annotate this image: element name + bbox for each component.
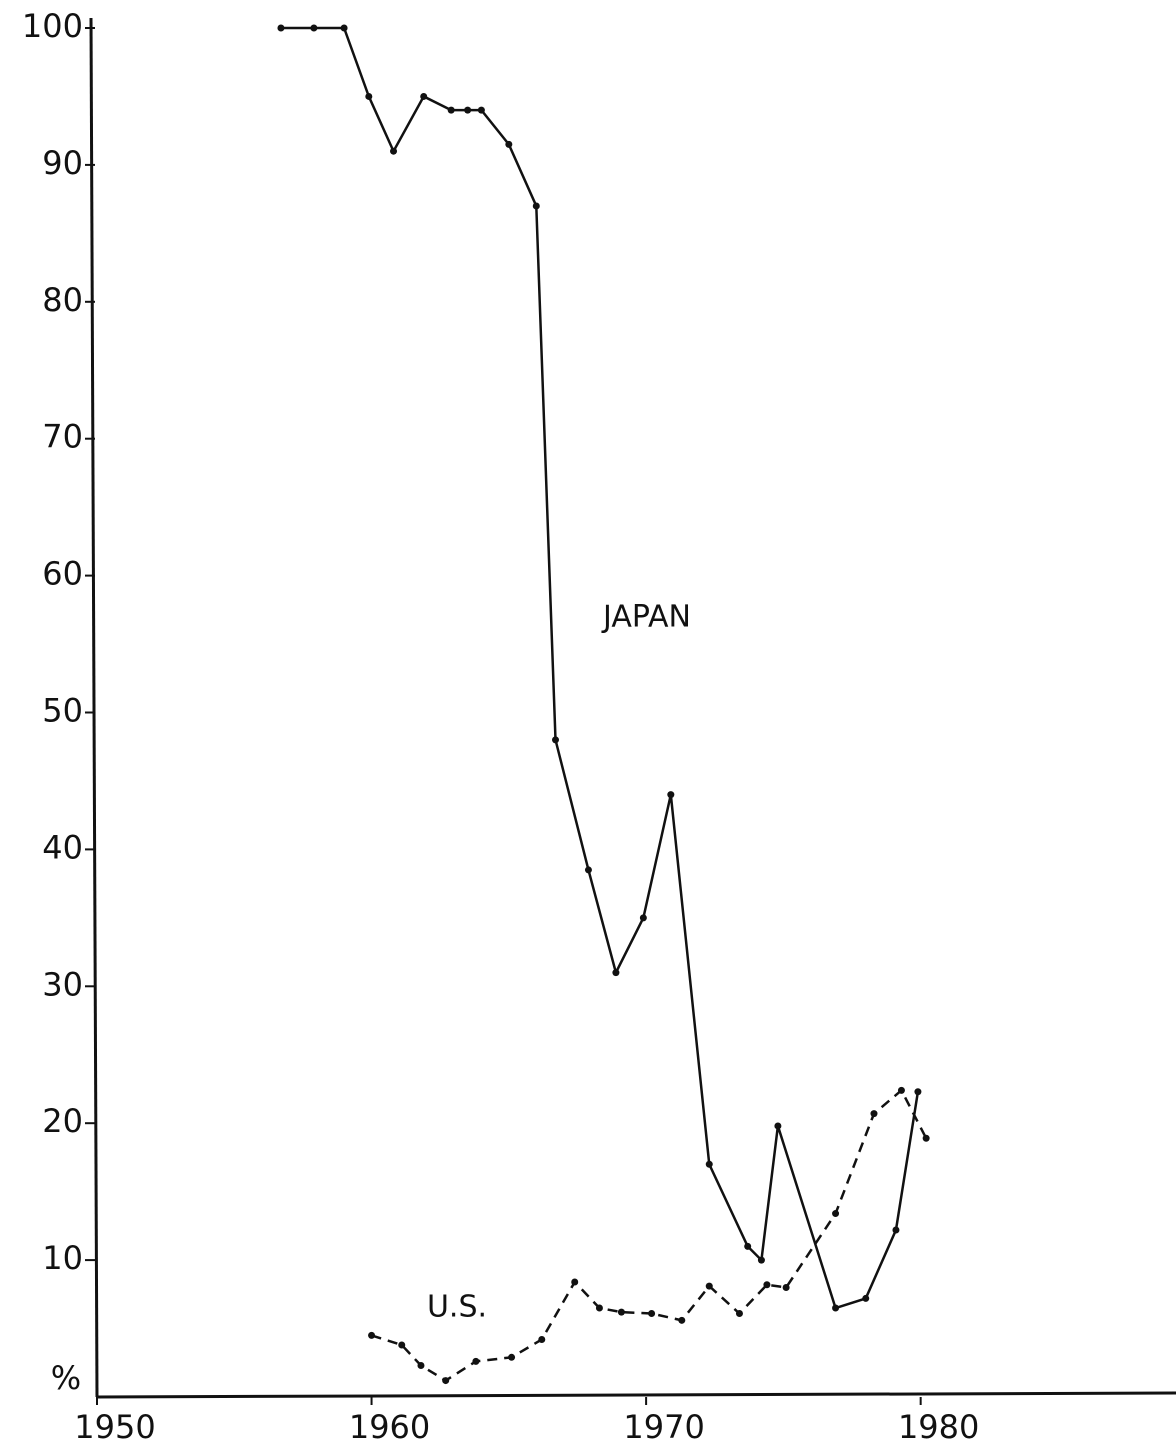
data-point — [832, 1210, 840, 1218]
x-axis — [96, 1391, 1176, 1399]
data-point — [390, 147, 398, 155]
data-point — [368, 1331, 376, 1339]
data-point — [442, 1377, 450, 1385]
data-point — [477, 106, 485, 114]
data-point — [365, 92, 373, 100]
data-point — [914, 1088, 922, 1096]
x-tick-label: 1970 — [623, 1408, 704, 1446]
data-point — [532, 202, 540, 210]
y-tick-label: 50 — [42, 692, 83, 730]
x-tick-label: 1950 — [74, 1408, 155, 1446]
data-point — [667, 791, 675, 799]
data-point — [310, 24, 318, 32]
data-point — [862, 1294, 870, 1302]
data-point — [552, 736, 560, 744]
data-point — [584, 866, 592, 874]
series-line — [371, 1088, 928, 1383]
y-tick-label: 20 — [42, 1102, 83, 1140]
data-point — [705, 1282, 713, 1290]
y-tick-label: 60 — [42, 555, 83, 593]
series-line — [280, 26, 920, 1310]
data-point — [639, 914, 647, 922]
data-point — [612, 969, 620, 977]
data-point — [340, 24, 348, 32]
data-point — [508, 1353, 516, 1361]
data-point — [763, 1281, 771, 1289]
data-point — [892, 1226, 900, 1234]
y-tick-label: 30 — [42, 965, 83, 1003]
data-point — [922, 1134, 930, 1142]
data-point — [870, 1110, 878, 1118]
data-point — [538, 1336, 546, 1344]
data-point — [774, 1122, 782, 1130]
data-point — [757, 1256, 765, 1264]
data-point — [398, 1341, 406, 1349]
data-point — [417, 1362, 425, 1370]
data-point — [464, 106, 472, 114]
data-point — [505, 140, 513, 148]
y-axis — [89, 17, 99, 1398]
data-point — [782, 1283, 790, 1291]
y-tick-label: 100 — [22, 7, 83, 45]
data-point — [678, 1316, 686, 1324]
data-point — [648, 1309, 656, 1317]
data-point — [595, 1304, 603, 1312]
data-point — [472, 1357, 480, 1365]
y-tick-label: 40 — [42, 828, 83, 866]
x-tick-label: 1960 — [349, 1408, 430, 1446]
data-point — [744, 1242, 752, 1250]
y-axis-label: % — [51, 1359, 81, 1397]
data-point — [571, 1278, 579, 1286]
y-tick-label: 70 — [42, 418, 83, 456]
y-tick-label: 10 — [42, 1239, 83, 1277]
y-tick-label: 80 — [42, 281, 83, 319]
series-annotation: U.S. — [427, 1290, 487, 1325]
series-annotation: JAPAN — [601, 600, 691, 635]
data-point — [735, 1309, 743, 1317]
y-tick-label: 90 — [42, 144, 83, 182]
data-point — [617, 1308, 625, 1316]
data-point — [277, 24, 285, 32]
x-tick-label: 1980 — [898, 1408, 979, 1446]
data-point — [447, 106, 455, 114]
data-point — [897, 1086, 905, 1094]
data-point — [705, 1160, 713, 1168]
data-point — [420, 92, 428, 100]
data-point — [832, 1304, 840, 1312]
